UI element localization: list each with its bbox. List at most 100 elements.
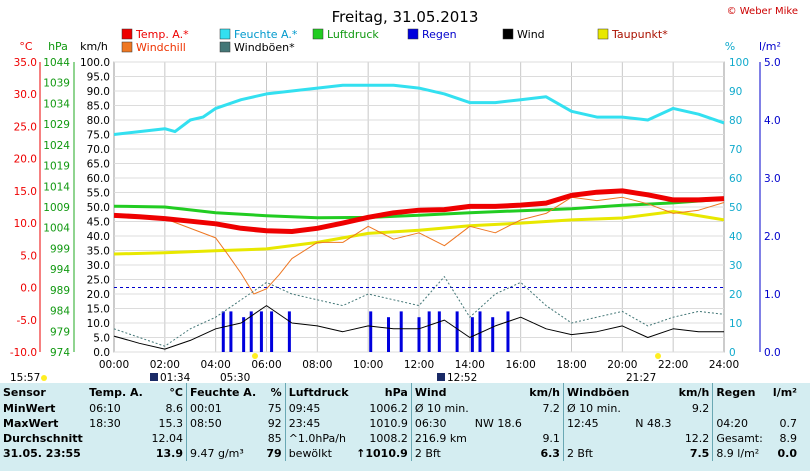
pct-tick-label: 100: [729, 57, 749, 69]
stats-cell: 92: [259, 416, 286, 431]
pct-tick-label: 20: [729, 289, 742, 301]
stats-cell: 18:30: [89, 417, 121, 430]
rain-tick-label: 4.0: [764, 115, 781, 127]
series-line-wind: [113, 305, 724, 350]
stats-cell: 2 Bft: [566, 447, 593, 460]
stats-cell: 1008.2: [353, 431, 412, 446]
hpa-tick-label: 974: [50, 347, 70, 359]
temp-unit-label: °C: [19, 40, 33, 53]
stats-cell: 04:20: [716, 417, 749, 430]
legend-swatch: [121, 28, 133, 40]
stats-cell: [472, 431, 525, 446]
stats-cell: 8.9 l/m²: [716, 447, 760, 460]
legend-label: Wind: [517, 28, 545, 41]
stats-cell: 9.2: [674, 401, 714, 416]
kmh-tick-label: 45.0: [87, 217, 110, 229]
stats-cell: ↑1010.9: [353, 446, 412, 461]
stats-cell: 09:45: [288, 402, 321, 415]
hpa-tick-label: 979: [50, 326, 70, 338]
stats-cell: 6.3: [524, 446, 564, 461]
pct-tick-label: 10: [729, 318, 742, 330]
hpa-tick-label: 1034: [43, 98, 70, 110]
rain-bar: [417, 317, 421, 352]
stats-header-wind-unit: km/h: [524, 383, 564, 401]
stats-cell: [674, 416, 714, 431]
legend-label: Feuchte A.*: [234, 28, 298, 41]
temp-tick-label: 5.0: [20, 250, 37, 262]
stats-cell: ^1.0hPa/h: [288, 432, 346, 445]
legend-label: Regen: [422, 28, 457, 41]
stats-cell: 06:30: [414, 417, 447, 430]
stats-cell: 8.9: [779, 432, 798, 445]
stats-cell: 75: [259, 401, 286, 416]
stats-row: MinWert 06:10 8.6 00:01 75 09:45 1006.2 Ø 10 mi…: [0, 401, 800, 416]
stats-cell: Ø 10 min.: [414, 402, 469, 415]
hpa-tick-label: 989: [50, 285, 70, 297]
stats-cell: [472, 401, 525, 416]
stats-header-sensor: Sensor: [3, 385, 46, 399]
x-tick-label: 22:00: [658, 359, 688, 371]
hpa-tick-label: 999: [50, 243, 70, 255]
x-tick-label: 14:00: [455, 359, 485, 371]
stats-header-wind: Wind: [414, 385, 447, 399]
hpa-tick-label: 1039: [43, 78, 70, 90]
pct-tick-label: 90: [729, 86, 742, 98]
rain-tick-label: 3.0: [764, 173, 781, 185]
kmh-tick-label: 65.0: [87, 159, 110, 171]
rain-tick-label: 0.0: [764, 347, 781, 359]
stats-cell: [632, 401, 674, 416]
stats-cell: [86, 446, 146, 461]
x-tick-label: 24:00: [709, 359, 739, 371]
legend-label: Temp. A.*: [135, 28, 189, 41]
grid: [114, 61, 724, 353]
hpa-unit-label: hPa: [48, 40, 68, 53]
rain-tick-label: 2.0: [764, 231, 781, 243]
time-marker-sunrise: 01:34: [160, 372, 191, 383]
kmh-tick-label: 70.0: [87, 144, 110, 156]
rain-bar: [229, 311, 233, 352]
sun-icon: [41, 375, 47, 381]
stats-header-spacer: [472, 383, 525, 401]
temp-tick-label: 0.0: [20, 283, 37, 295]
stats-header-rain-unit: l/m²: [772, 385, 797, 399]
stats-cell: [524, 416, 564, 431]
hpa-tick-label: 1024: [43, 140, 70, 152]
stats-cell: 06:10: [89, 402, 121, 415]
stats-cell: 85: [259, 431, 286, 446]
legend-label: Luftdruck: [327, 28, 379, 41]
stats-header-pressure: Luftdruck: [288, 385, 349, 399]
kmh-tick-label: 100.0: [80, 57, 110, 69]
legend-label: Windböen*: [234, 41, 295, 54]
temp-tick-label: 15.0: [14, 186, 37, 198]
series-line-feuchtea: [113, 83, 725, 136]
x-tick-label: 16:00: [506, 359, 536, 371]
stats-cell: [187, 431, 260, 446]
kmh-tick-label: 20.0: [87, 289, 110, 301]
temp-tick-label: 25.0: [14, 121, 37, 133]
stats-row-label: Durchschnitt: [3, 432, 83, 445]
stats-cell: 12.04: [146, 431, 188, 446]
moon-icon: [437, 373, 445, 381]
data-series: [113, 83, 725, 352]
time-marker-sunset: 12:52: [447, 372, 477, 383]
time-marker-sun1: 05:30: [220, 372, 250, 383]
rain-bar: [259, 311, 263, 352]
stats-header-row: Sensor Temp. A. °C Feuchte A. % Luftdruc…: [0, 383, 800, 401]
stats-row-label: 31.05. 23:55: [3, 447, 81, 460]
stats-cell: 23:45: [288, 417, 321, 430]
series-line-taupunkt: [113, 210, 725, 256]
kmh-tick-label: 40.0: [87, 231, 110, 243]
weather-chart: Freitag, 31.05.2013 © Weber Mike Temp. A…: [10, 6, 798, 383]
kmh-tick-label: 35.0: [87, 246, 110, 258]
kmh-tick-label: 95.0: [87, 72, 110, 84]
kmh-tick-label: 50.0: [87, 202, 110, 214]
x-tick-label: 08:00: [302, 359, 332, 371]
stats-cell: 9.1: [524, 431, 564, 446]
hpa-tick-label: 1004: [43, 223, 70, 235]
stats-cell: 2 Bft: [414, 447, 441, 460]
rain-bar: [369, 311, 373, 352]
stats-cell: 1006.2: [353, 401, 412, 416]
stats-cell: [632, 431, 674, 446]
time-markers: 15:57 01:34 05:30 12:52 21:27: [10, 353, 661, 383]
stats-header-temp: Temp. A.: [89, 385, 143, 399]
